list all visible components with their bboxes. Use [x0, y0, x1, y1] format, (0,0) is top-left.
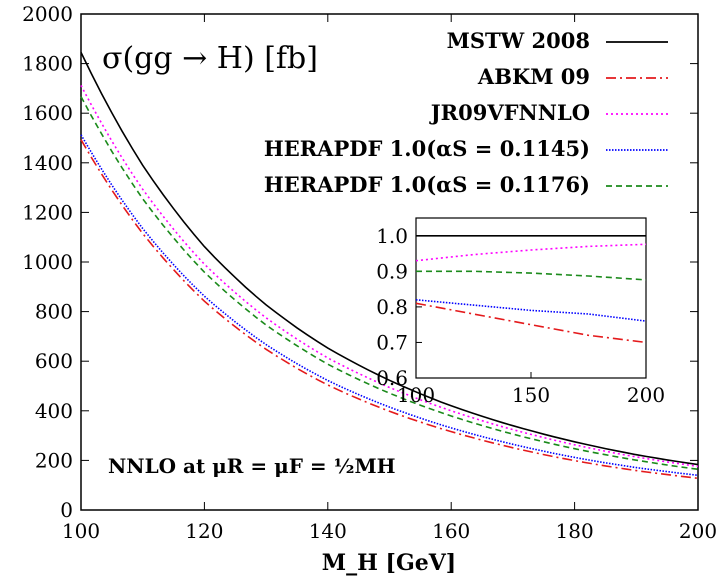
- y-tick-label: 200: [35, 448, 73, 472]
- inset-y-tick-label: 0.6: [376, 366, 408, 390]
- inset-series-line: [416, 270, 647, 281]
- inset-x-tick-label: 200: [627, 383, 665, 407]
- series-line: [80, 139, 699, 480]
- y-tick-label: 1200: [22, 200, 73, 224]
- series-line: [80, 96, 699, 471]
- inset-x-tick-label: 100: [397, 383, 435, 407]
- main-axes: 100 120 140 160 180 2000200400600800100012001…: [22, 2, 717, 543]
- inset-y-tick-label: 0.7: [376, 330, 408, 354]
- series-line: [80, 85, 699, 468]
- legend-label: MSTW 2008: [447, 28, 590, 53]
- inset-axes: 100 150 200 0.6 0.7 0.8 0.9 1.0: [376, 224, 665, 407]
- y-tick-label: 0: [60, 498, 73, 522]
- y-tick-label: 800: [35, 300, 73, 324]
- y-tick-label: 400: [35, 399, 73, 423]
- inset-y-tick-label: 0.8: [376, 295, 408, 319]
- legend: MSTW 2008 ABKM 09 JR09VFNNLO HERAPDF 1.0(αS…: [264, 28, 668, 197]
- inset-frame: [415, 217, 647, 379]
- x-axis-title: M_H [GeV]: [322, 550, 456, 576]
- y-tick-label: 1400: [22, 151, 73, 175]
- y-tick-label: 1000: [22, 250, 73, 274]
- y-tick-label: 2000: [22, 2, 73, 26]
- y-tick-label: 1800: [22, 52, 73, 76]
- legend-label: HERAPDF 1.0(αS = 0.1176): [264, 172, 590, 197]
- series-line: [80, 52, 699, 466]
- series-line: [80, 134, 699, 477]
- main-series-group: [80, 52, 699, 480]
- legend-label: ABKM 09: [477, 64, 590, 89]
- legend-label: HERAPDF 1.0(αS = 0.1145): [264, 136, 590, 161]
- inset-y-tick-label: 0.9: [376, 259, 408, 283]
- inset-series-line: [415, 299, 647, 322]
- inset-series-group: [415, 235, 647, 344]
- annotation-note: NNLO at μR = μF = ½MH: [108, 454, 396, 478]
- x-tick-label: 100: [62, 519, 100, 543]
- x-tick-label: 160: [432, 519, 470, 543]
- inset-series-line: [415, 302, 647, 344]
- y-tick-label: 600: [35, 349, 73, 373]
- y-tick-label: 1600: [22, 101, 73, 125]
- x-tick-label: 180: [556, 519, 594, 543]
- legend-label: JR09VFNNLO: [429, 100, 590, 125]
- x-tick-label: 120: [185, 519, 223, 543]
- chart-title: σ(gg → H) [fb]: [102, 41, 318, 76]
- inset-x-tick-label: 150: [512, 383, 550, 407]
- inset-series-line: [415, 243, 647, 262]
- inset-y-tick-label: 1.0: [376, 224, 408, 248]
- x-tick-label: 140: [309, 519, 347, 543]
- x-tick-label: 200: [679, 519, 717, 543]
